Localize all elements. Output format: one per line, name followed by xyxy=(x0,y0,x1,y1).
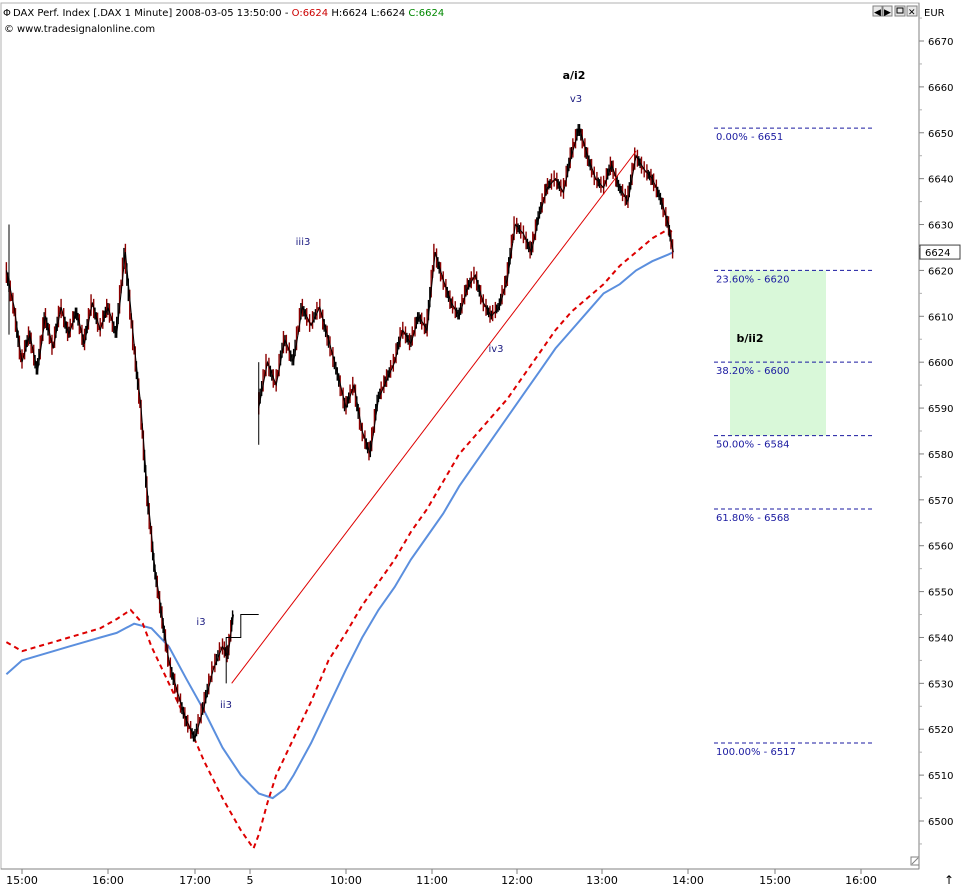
header-text: DAX Perf. Index [.DAX 1 Minute] 2008-03-… xyxy=(13,8,444,19)
price-series-group xyxy=(5,124,674,742)
y-tick-label: 6600 xyxy=(928,358,953,369)
y-tick-label: 6620 xyxy=(928,266,953,277)
x-tick-label: 17:00 xyxy=(179,874,211,887)
y-tick-label: 6540 xyxy=(928,633,953,644)
y-tick-label: 6530 xyxy=(928,679,953,690)
fib-zone-rect xyxy=(730,270,826,436)
wave-label: b/ii2 xyxy=(736,332,763,345)
close-icon: ✕ xyxy=(908,8,916,18)
i3-bracket xyxy=(225,614,259,684)
header-open: O:6624 xyxy=(292,8,329,19)
y-tick-label: 6500 xyxy=(928,817,953,828)
x-axis-group: 15:00 16:00 17:00 5 10:00 11:00 12:00 13:00 14:0… xyxy=(6,869,877,887)
fib-levels-group: 0.00% - 6651 23.60% - 6620 38.20% - 6600 50… xyxy=(714,127,873,758)
wave-label: v3 xyxy=(570,94,582,105)
header-low: L:6624 xyxy=(368,8,406,19)
scroll-right-icon: ▶ xyxy=(884,8,891,18)
y-tick-label: 6650 xyxy=(928,129,953,140)
header-high: H:6624 xyxy=(328,8,368,19)
wave-label: i3 xyxy=(196,617,205,628)
axis-arrow-icon: ↑ xyxy=(944,873,954,887)
restore-icon xyxy=(896,7,904,14)
fib-zone-group xyxy=(730,270,826,436)
y-axis-group: 6500 6510 6520 6530 6540 6550 6560 6570 6580 6590… xyxy=(919,17,961,845)
x-tick-label: 16:00 xyxy=(92,874,124,887)
last-price-box xyxy=(919,244,961,260)
ma-blue-line xyxy=(5,251,674,800)
trendline xyxy=(231,150,637,684)
y-tick-label: 6580 xyxy=(928,450,953,461)
header-symbol-icon: Φ xyxy=(3,8,11,19)
price-line xyxy=(258,126,674,455)
fib-level-label: 0.00% - 6651 xyxy=(716,132,783,143)
price-line xyxy=(5,252,234,740)
fib-level-label: 100.00% - 6517 xyxy=(716,747,796,758)
y-tick-label: 6630 xyxy=(928,221,953,232)
x-tick-label: 13:00 xyxy=(586,874,618,887)
y-tick-label: 6590 xyxy=(928,404,953,415)
ma-red-dashed-line xyxy=(5,227,675,851)
resize-grip[interactable] xyxy=(910,856,920,866)
x-tick-label: 15:00 xyxy=(6,874,38,887)
y-tick-label: 6560 xyxy=(928,542,953,553)
x-tick-label: 10:00 xyxy=(330,874,362,887)
fib-level-label: 61.80% - 6568 xyxy=(716,513,790,524)
y-tick-label: 6660 xyxy=(928,83,953,94)
window-controls[interactable]: ◀ ▶ ✕ xyxy=(872,5,918,18)
fib-level-label: 38.20% - 6600 xyxy=(716,366,790,377)
scroll-left-button[interactable] xyxy=(872,5,883,17)
x-tick-label: 16:00 xyxy=(845,874,877,887)
x-tick-label: 15:00 xyxy=(759,874,791,887)
scroll-left-icon: ◀ xyxy=(874,8,881,18)
wave-label: ii3 xyxy=(220,700,232,711)
x-tick-label: 12:00 xyxy=(501,874,533,887)
moving-averages-group xyxy=(5,227,675,851)
wave-label: a/i2 xyxy=(563,69,586,82)
copyright-text: www.tradesignalonline.com xyxy=(17,24,155,35)
last-price-label: 6624 xyxy=(925,248,950,259)
header-title: DAX Perf. Index [.DAX 1 Minute] 2008-03-… xyxy=(13,8,292,19)
x-tick-label: 5 xyxy=(247,874,254,887)
y-tick-label: 6570 xyxy=(928,496,953,507)
resize-grip-line xyxy=(911,857,919,865)
y-tick-label: 6510 xyxy=(928,771,953,782)
currency-label: EUR xyxy=(924,8,945,19)
x-tick-label: 14:00 xyxy=(672,874,704,887)
fib-level-label: 50.00% - 6584 xyxy=(716,440,790,451)
trendline-group xyxy=(231,150,637,684)
scroll-right-button[interactable] xyxy=(882,5,893,17)
close-button[interactable] xyxy=(906,5,918,17)
y-tick-label: 6640 xyxy=(928,175,953,186)
fib-level-label: 23.60% - 6620 xyxy=(716,274,790,285)
y-tick-label: 6670 xyxy=(928,37,953,48)
y-tick-label: 6520 xyxy=(928,725,953,736)
y-tick-label: 6610 xyxy=(928,312,953,323)
copyright-icon: © xyxy=(4,24,14,35)
y-tick-label: 6550 xyxy=(928,588,953,599)
chart-header: Φ DAX Perf. Index [.DAX 1 Minute] 2008-0… xyxy=(3,8,444,35)
wave-label: iv3 xyxy=(488,344,503,355)
x-tick-label: 11:00 xyxy=(416,874,448,887)
restore-button[interactable] xyxy=(894,5,906,17)
wave-label: iii3 xyxy=(296,237,311,248)
header-close: C:6624 xyxy=(405,8,444,19)
wave-labels-group: a/i2 v3 iii3 iv3 i3 ii3 b/ii2 xyxy=(196,69,763,711)
